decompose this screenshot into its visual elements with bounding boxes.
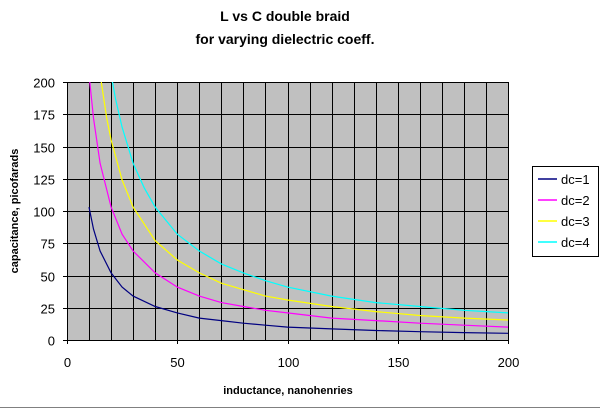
y-tick-label: 100: [33, 205, 55, 220]
x-tick-label: 150: [388, 355, 410, 370]
y-tick-label: 150: [33, 141, 55, 156]
y-axis-title: capacitance, picofarads: [9, 149, 21, 274]
x-tick-label: 0: [64, 355, 71, 370]
legend: dc=1 dc=2 dc=3 dc=4: [532, 166, 599, 257]
series-group: [88, 82, 508, 334]
series-line-3: [100, 82, 508, 321]
y-tick-label: 75: [41, 237, 55, 252]
y-tick-label: 0: [48, 334, 55, 349]
series-line-4: [111, 82, 508, 314]
x-tick-label: 100: [278, 355, 300, 370]
y-tick-label: 50: [41, 270, 55, 285]
legend-label-3: dc=3: [561, 214, 590, 229]
y-tick-label: 175: [33, 108, 55, 123]
x-tick-label: 200: [498, 355, 520, 370]
legend-label-1: dc=1: [561, 172, 590, 187]
y-tick-label: 25: [41, 302, 55, 317]
series-line-2: [89, 82, 508, 328]
y-tick-label: 125: [33, 173, 55, 188]
legend-label-4: dc=4: [561, 235, 590, 250]
plot-area: [67, 82, 509, 341]
x-tick-label: 50: [170, 355, 184, 370]
axes: 0 25 50 75 100 125 150 175 200 0 50 100 150 200: [33, 76, 519, 371]
x-axis-title: inductance, nanohenries: [223, 385, 353, 397]
series-line-1: [88, 206, 508, 334]
chart-title-line-2: for varying dielectric coeff.: [196, 31, 375, 47]
legend-label-2: dc=2: [561, 193, 590, 208]
y-tick-label: 200: [33, 76, 55, 91]
chart-title-line-1: L vs C double braid: [220, 8, 350, 24]
